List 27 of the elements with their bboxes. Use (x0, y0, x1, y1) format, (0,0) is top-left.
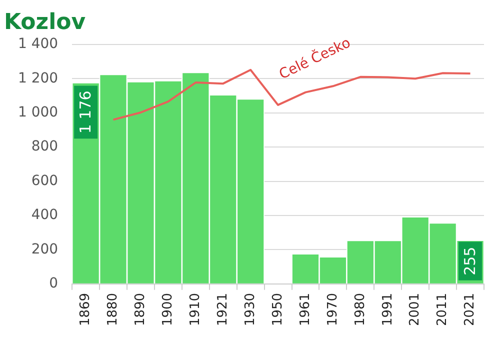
x-tick-label: 1980 (352, 292, 368, 326)
x-tick-label: 1970 (325, 292, 340, 326)
x-tick-label: 1910 (188, 292, 204, 326)
x-tick-label: 1900 (160, 292, 176, 326)
y-tick-label: 600 (31, 172, 58, 189)
x-tick-label: 1921 (215, 292, 230, 326)
x-tick-label: 1991 (380, 292, 396, 326)
x-tick-label: 2001 (408, 292, 423, 326)
y-tick-label: 400 (31, 207, 58, 224)
x-tick-label: 2021 (462, 292, 478, 326)
y-tick-label: 1 400 (18, 36, 58, 52)
x-tick-label: 1961 (298, 292, 313, 326)
y-tick-label: 1 200 (18, 70, 58, 86)
x-tick-label: 1890 (133, 292, 148, 326)
x-tick-label: 2011 (435, 292, 450, 326)
y-tick-label: 200 (31, 241, 58, 258)
text: Celé Česko (276, 34, 354, 83)
y-tick-label: 0 (49, 276, 58, 292)
y-tick-label: 1 000 (18, 104, 58, 120)
data-label: 255 (461, 246, 480, 276)
data-label: 1 176 (76, 90, 95, 134)
chart-title: Kozlov (4, 10, 86, 35)
x-tick-label: 1880 (106, 292, 121, 326)
y-tick-label: 800 (31, 138, 58, 155)
x-tick-label: 1950 (270, 292, 286, 326)
x-tick-label: 1930 (242, 292, 258, 326)
x-tick-label: 1869 (78, 292, 94, 326)
